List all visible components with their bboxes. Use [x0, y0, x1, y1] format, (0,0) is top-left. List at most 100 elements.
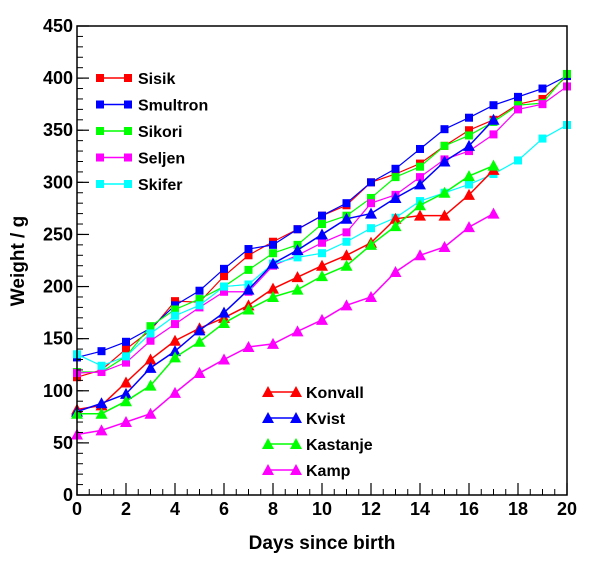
data-point-kamp [414, 249, 426, 261]
legend-marker [96, 153, 104, 162]
legend-label: Sisik [138, 71, 175, 88]
data-point-kastanje [144, 379, 157, 391]
data-point-kastanje [316, 270, 328, 282]
data-point-kvist [169, 345, 181, 357]
data-point-kvist [291, 244, 304, 256]
data-point-kastanje [193, 335, 206, 347]
legend-item-kamp: Kamp [262, 463, 351, 480]
data-point-sikori [269, 249, 277, 258]
legend-label: Kamp [306, 463, 351, 480]
data-point-kvist [144, 361, 157, 373]
legend-marker [96, 180, 104, 188]
x-tick-label: 0 [72, 499, 82, 519]
data-point-konvall [438, 209, 451, 221]
legend-marker [290, 464, 302, 475]
data-point-kvist [242, 283, 255, 295]
y-tick-label: 200 [43, 277, 73, 297]
legend-item-seljen: Seljen [96, 151, 185, 168]
data-point-konvall [316, 259, 328, 271]
data-point-kastanje [291, 283, 304, 295]
data-point-kvist [316, 228, 328, 240]
data-point-smultron [538, 84, 547, 93]
x-tick-label: 12 [361, 499, 381, 519]
data-point-smultron [171, 301, 179, 310]
data-point-kastanje [438, 186, 451, 198]
data-point-konvall [389, 212, 402, 224]
data-point-kvist [193, 324, 206, 336]
y-tick-label: 100 [43, 381, 73, 401]
data-point-kamp [438, 240, 451, 252]
data-point-sisik [171, 297, 179, 306]
data-point-smultron [318, 211, 326, 220]
legend-marker [290, 386, 302, 397]
legend-marker [262, 438, 274, 449]
legend-marker [96, 127, 104, 135]
data-point-seljen [171, 320, 179, 329]
data-point-seljen [220, 287, 228, 296]
data-point-skifer [538, 134, 547, 143]
data-point-kastanje [340, 259, 353, 271]
legend-2: Konvall Kvist Kastanje Kamp [262, 385, 373, 480]
series-kastanje [71, 159, 500, 419]
legend-item-skifer: Skifer [96, 177, 182, 194]
data-point-kvist [487, 113, 500, 125]
data-point-sikori [171, 305, 179, 314]
data-point-seljen [146, 336, 155, 345]
y-tick-label: 0 [63, 485, 73, 505]
legend-marker [290, 438, 302, 449]
legend-item-sikori: Sikori [96, 124, 182, 141]
legend-layer: Sisik Smultron Sikori Seljen Skifer Konvall Kv… [96, 71, 373, 480]
legend-label: Konvall [306, 385, 364, 402]
data-point-smultron [342, 199, 351, 208]
data-point-kastanje [242, 303, 255, 315]
data-point-skifer [342, 237, 351, 246]
data-point-sikori [514, 101, 522, 110]
legend-item-sisik: Sisik [96, 71, 175, 88]
data-point-kamp [389, 265, 402, 277]
data-point-konvall [291, 271, 304, 283]
y-axis-title: Weight / g [8, 216, 29, 306]
data-point-kamp [169, 386, 181, 398]
data-point-seljen [318, 238, 326, 247]
legend-marker [96, 74, 104, 82]
data-point-kastanje [414, 199, 426, 211]
x-tick-label: 20 [557, 499, 577, 519]
data-point-sikori [440, 141, 449, 150]
data-point-skifer [220, 282, 228, 291]
data-point-sisik [465, 126, 473, 135]
y-tick-label: 150 [43, 329, 73, 349]
legend-item-kastanje: Kastanje [262, 437, 373, 454]
data-point-kastanje [365, 238, 377, 250]
data-point-seljen [489, 130, 498, 139]
data-point-skifer [367, 224, 375, 233]
data-point-kamp [218, 353, 230, 365]
data-point-kamp [193, 367, 206, 379]
data-point-kvist [120, 387, 132, 399]
legend-label: Sikori [138, 124, 182, 141]
data-point-smultron [514, 92, 522, 101]
data-point-kastanje [218, 317, 230, 329]
data-point-kastanje [120, 395, 132, 407]
legend-marker [262, 386, 274, 397]
data-point-seljen [514, 105, 522, 114]
data-point-kamp [365, 290, 377, 302]
y-tick-label: 300 [43, 172, 73, 192]
x-tick-label: 16 [459, 499, 479, 519]
data-point-kastanje [389, 220, 402, 232]
data-point-kamp [242, 341, 255, 353]
x-tick-label: 8 [268, 499, 278, 519]
data-point-kastanje [487, 159, 500, 171]
data-point-seljen [465, 147, 473, 156]
data-point-kastanje [95, 407, 108, 419]
data-point-sikori [318, 220, 326, 229]
data-point-sikori [367, 193, 375, 202]
series-kamp [71, 207, 500, 440]
x-tick-label: 18 [508, 499, 528, 519]
data-point-skifer [146, 329, 155, 338]
y-tick-label: 50 [53, 433, 73, 453]
data-point-skifer [122, 352, 130, 361]
data-point-skifer [465, 180, 473, 189]
data-point-smultron [440, 125, 449, 134]
series-line-kamp [76, 212, 494, 436]
